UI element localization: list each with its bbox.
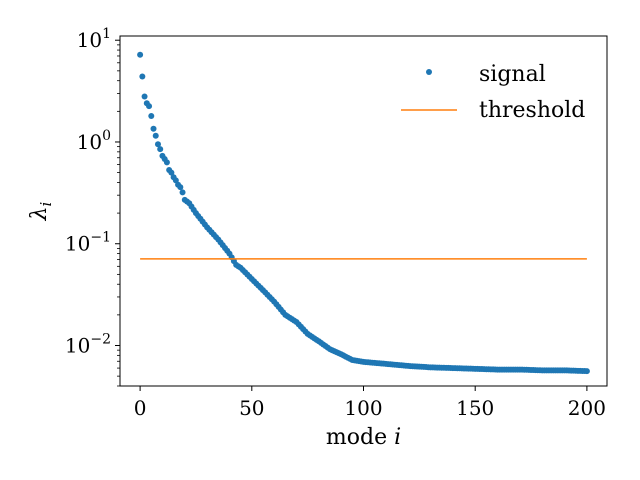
signal-point [148,113,155,119]
axes: 0 50 100 150 200 101 100 10−1 10−2 mode i λi [27,26,608,450]
y-tick-label: 101 [77,26,111,52]
legend: signal threshold [401,62,585,123]
signal-point [172,177,179,184]
x-tick-label: 100 [344,396,382,420]
signal-point [177,184,184,191]
signal-point [137,51,144,58]
x-tick-label: 50 [239,396,264,420]
x-axis-label: mode i [326,425,401,450]
legend-signal-label: signal [479,62,546,87]
legend-signal-marker [426,69,432,75]
signal-point [583,368,590,375]
legend-threshold-label: threshold [479,98,585,123]
plot-marks [137,51,590,375]
signal-point [141,93,148,100]
signal-point [168,169,175,176]
x-tick-label: 0 [134,396,147,420]
y-axis-label: λi [27,201,55,221]
signal-point [152,132,159,139]
signal-point [146,103,153,110]
y-tick-label: 100 [77,128,111,154]
y-tick-label: 10−2 [65,332,111,358]
y-tick-label: 10−1 [65,230,111,256]
signal-point [179,189,186,196]
signal-point [150,125,157,132]
signal-point [139,73,146,80]
signal-point [163,159,170,166]
x-tick-label: 200 [568,396,606,420]
signal-point [157,146,164,153]
signal-point [154,141,161,148]
x-tick-label: 150 [456,396,494,420]
